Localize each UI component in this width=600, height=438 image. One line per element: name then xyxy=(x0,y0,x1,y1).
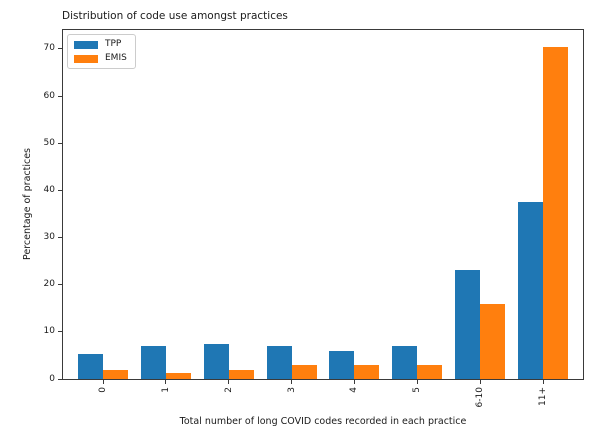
legend-item-emis: EMIS xyxy=(74,54,127,63)
bar-emis-11+ xyxy=(543,46,568,379)
y-tick-label: 60 xyxy=(43,90,55,101)
bar-emis-2 xyxy=(228,369,254,379)
bar-tpp-3 xyxy=(266,346,292,379)
x-axis-label: Total number of long COVID codes recorde… xyxy=(179,416,467,427)
x-tick-mark xyxy=(353,380,355,384)
y-tick-mark xyxy=(58,284,62,286)
y-tick-label: 70 xyxy=(43,43,55,54)
x-tick-label: 6-10 xyxy=(475,387,486,408)
bar-emis-3 xyxy=(291,365,317,379)
y-tick-label: 0 xyxy=(49,373,55,384)
bar-tpp-6-10 xyxy=(455,269,481,379)
plot-area: TPP EMIS 0 10 20 30 40 50 60 70 0 1 2 3 4 5 6-10 11+ xyxy=(44,29,584,407)
y-tick-label: 10 xyxy=(43,326,55,337)
y-axis-label: Percentage of practices xyxy=(22,147,33,261)
y-tick-mark xyxy=(58,48,62,50)
y-tick-label: 50 xyxy=(43,137,55,148)
bar-tpp-4 xyxy=(329,350,355,379)
legend-swatch-icon xyxy=(74,54,98,63)
x-tick-label: 0 xyxy=(98,387,108,393)
bar-tpp-0 xyxy=(78,353,103,379)
bar-tpp-1 xyxy=(140,346,166,379)
x-tick-mark xyxy=(416,380,418,384)
x-tick-mark xyxy=(228,380,230,384)
x-tick-label: 1 xyxy=(160,387,171,393)
x-tick-mark xyxy=(542,380,544,384)
bar-emis-1 xyxy=(165,372,191,379)
bar-emis-4 xyxy=(354,365,380,379)
legend-label: TPP xyxy=(105,39,122,49)
legend-swatch-icon xyxy=(74,40,98,49)
bar-tpp-11+ xyxy=(518,202,543,379)
y-tick-mark xyxy=(58,378,62,380)
chart-title: Distribution of code use amongst practic… xyxy=(62,10,288,22)
y-tick-label: 40 xyxy=(43,184,55,195)
y-tick-mark xyxy=(58,331,62,333)
x-tick-label: 4 xyxy=(349,387,360,393)
legend: TPP EMIS xyxy=(67,34,136,69)
bar-emis-6-10 xyxy=(480,304,506,379)
bar-emis-0 xyxy=(103,369,128,379)
y-tick-mark xyxy=(58,95,62,97)
y-tick-label: 20 xyxy=(43,279,55,290)
bar-tpp-2 xyxy=(203,344,229,379)
y-tick-mark xyxy=(58,189,62,191)
x-tick-label: 5 xyxy=(412,387,423,393)
legend-item-tpp: TPP xyxy=(74,40,127,49)
y-tick-mark xyxy=(58,237,62,238)
x-tick-mark xyxy=(165,380,167,384)
x-tick-label: 3 xyxy=(286,387,297,393)
x-tick-mark xyxy=(479,380,481,384)
bar-emis-5 xyxy=(417,364,443,379)
legend-label: EMIS xyxy=(105,53,127,63)
x-tick-mark xyxy=(102,380,104,384)
x-tick-label: 2 xyxy=(223,387,234,393)
y-tick-mark xyxy=(58,142,62,144)
bar-tpp-5 xyxy=(392,345,418,379)
x-tick-label: 11+ xyxy=(538,387,548,406)
y-tick-label: 30 xyxy=(43,232,55,242)
x-tick-mark xyxy=(291,380,293,384)
